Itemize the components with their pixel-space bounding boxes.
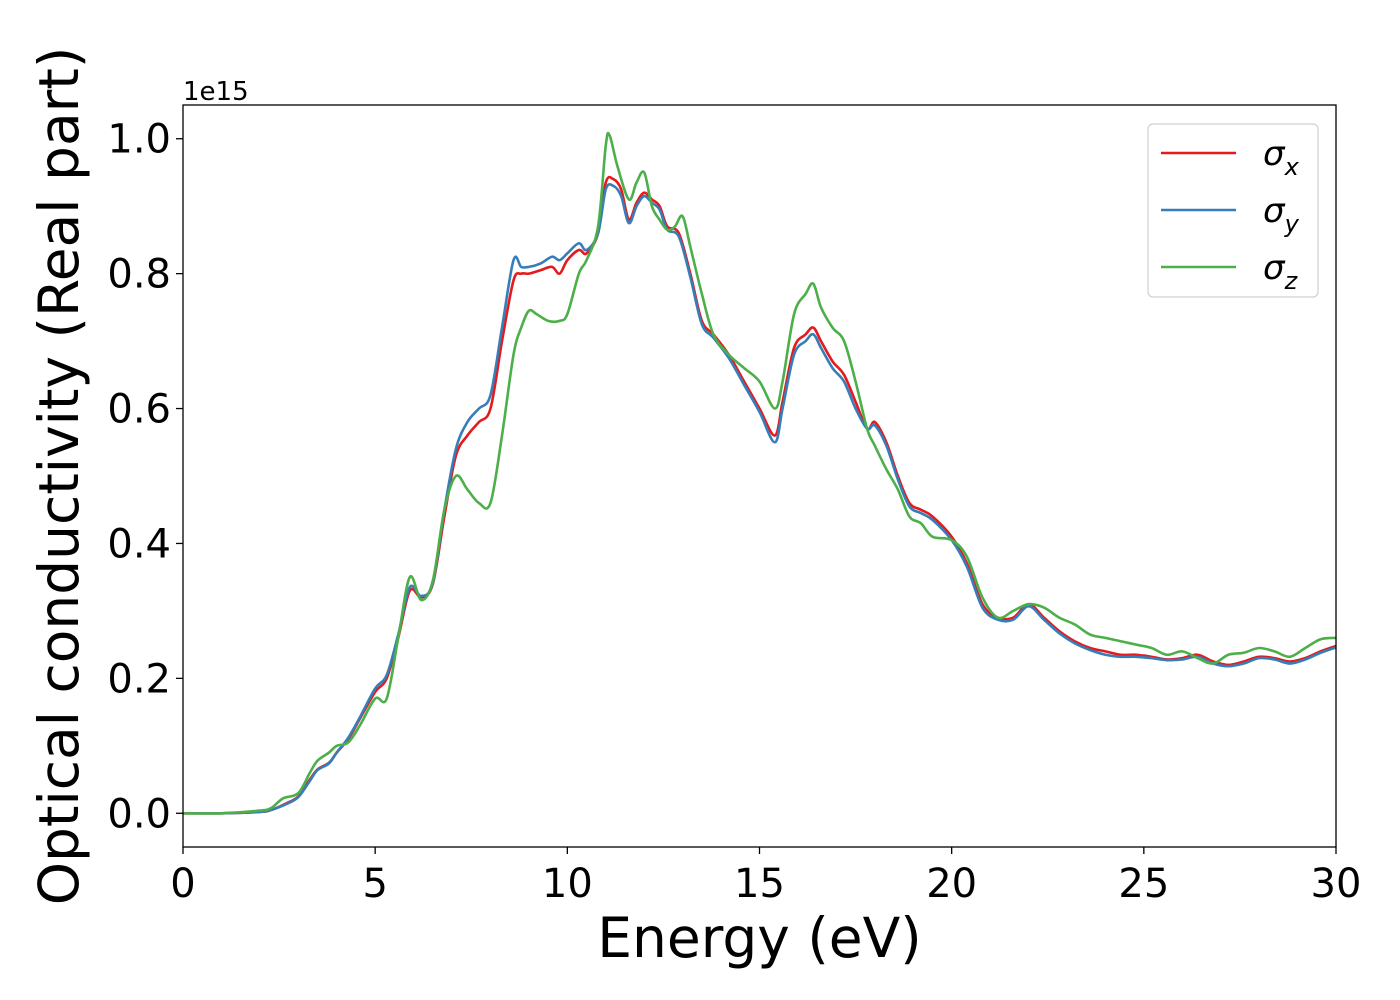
x-axis-title: Energy (eV) bbox=[597, 906, 921, 970]
y-tick-label: 0.2 bbox=[107, 656, 171, 702]
legend-label-y: σy bbox=[1263, 191, 1300, 238]
y-offset-label: 1e15 bbox=[183, 77, 249, 107]
x-axis: 0 5 10 15 20 25 30 bbox=[170, 847, 1361, 907]
legend-label-subscript: z bbox=[1284, 267, 1299, 295]
y-tick-label: 0.8 bbox=[107, 252, 171, 298]
y-axis: 0.0 0.2 0.4 0.6 0.8 1.0 bbox=[107, 117, 183, 837]
x-tick-label: 0 bbox=[170, 861, 195, 907]
x-tick-label: 25 bbox=[1118, 861, 1169, 907]
legend-label-subscript: x bbox=[1284, 153, 1300, 181]
legend-label-base: σ bbox=[1263, 134, 1286, 174]
y-tick-label: 1.0 bbox=[107, 117, 171, 163]
y-tick-label: 0.0 bbox=[107, 791, 171, 837]
legend-label-base: σ bbox=[1263, 191, 1286, 231]
legend-label-subscript: y bbox=[1284, 210, 1300, 238]
legend-label-base: σ bbox=[1263, 248, 1286, 288]
y-axis-title: Optical conductivity (Real part) bbox=[27, 47, 91, 906]
series-line-z bbox=[183, 131, 1336, 815]
y-tick-label: 0.6 bbox=[107, 387, 171, 433]
legend-label-x: σx bbox=[1263, 134, 1300, 181]
y-tick-label: 0.4 bbox=[107, 521, 171, 567]
x-tick-label: 10 bbox=[542, 861, 593, 907]
x-tick-label: 5 bbox=[362, 861, 387, 907]
series-layer bbox=[183, 131, 1336, 815]
x-tick-label: 30 bbox=[1311, 861, 1362, 907]
x-tick-label: 20 bbox=[926, 861, 977, 907]
x-tick-label: 15 bbox=[734, 861, 785, 907]
legend-label-z: σz bbox=[1263, 248, 1299, 295]
series-line-x bbox=[183, 175, 1336, 815]
series-line-y bbox=[183, 182, 1336, 815]
